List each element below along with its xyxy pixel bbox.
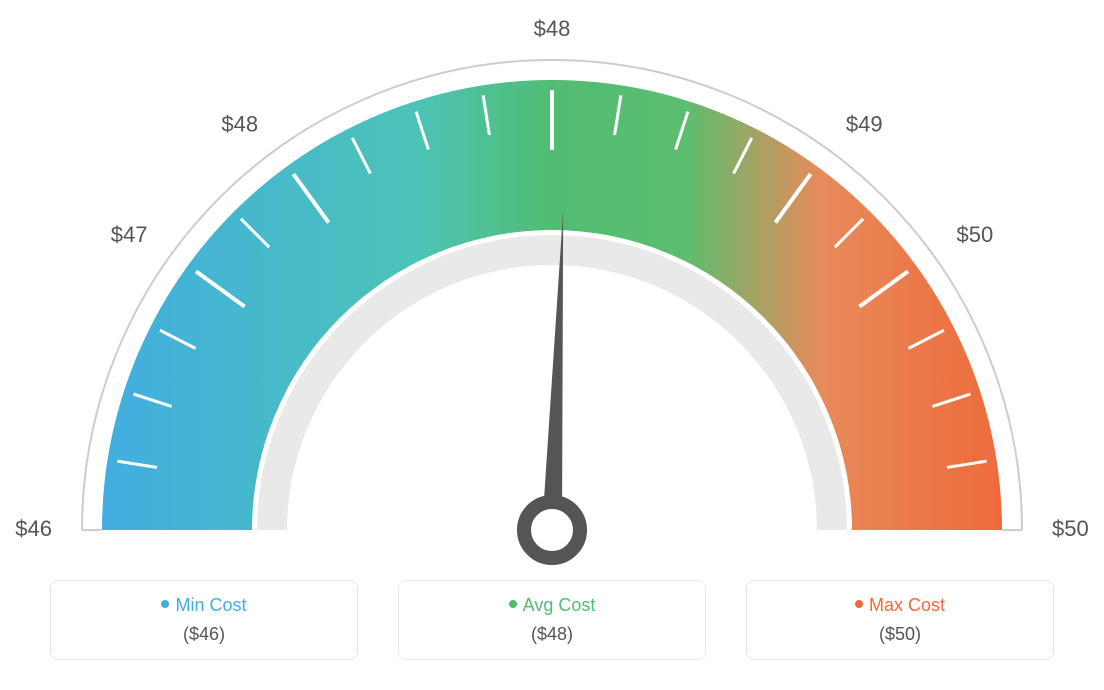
gauge-needle-hub: [524, 502, 580, 558]
legend-min-label: Min Cost: [175, 595, 246, 615]
legend-label-min: Min Cost: [61, 595, 347, 616]
dot-icon: [509, 600, 517, 608]
legend-box-max: Max Cost ($50): [746, 580, 1054, 660]
gauge-chart-container: $46 $47 $48 $48 $49 $50 $50 Min Cost ($46) Avg…: [0, 0, 1104, 690]
gauge-tick-label: $48: [534, 16, 571, 41]
dot-icon: [855, 600, 863, 608]
gauge-tick-label: $46: [15, 516, 52, 541]
legend-label-max: Max Cost: [757, 595, 1043, 616]
gauge-tick-label: $47: [111, 222, 148, 247]
gauge-area: $46 $47 $48 $48 $49 $50 $50: [0, 0, 1104, 570]
gauge-svg: $46 $47 $48 $48 $49 $50 $50: [0, 0, 1104, 570]
legend-row: Min Cost ($46) Avg Cost ($48) Max Cost (…: [0, 580, 1104, 660]
dot-icon: [161, 600, 169, 608]
legend-avg-label: Avg Cost: [523, 595, 596, 615]
gauge-tick-label: $49: [846, 111, 883, 136]
legend-max-label: Max Cost: [869, 595, 945, 615]
legend-label-avg: Avg Cost: [409, 595, 695, 616]
legend-max-value: ($50): [757, 624, 1043, 645]
legend-box-avg: Avg Cost ($48): [398, 580, 706, 660]
gauge-tick-label: $48: [221, 111, 258, 136]
legend-min-value: ($46): [61, 624, 347, 645]
gauge-tick-label: $50: [1052, 516, 1089, 541]
legend-avg-value: ($48): [409, 624, 695, 645]
legend-box-min: Min Cost ($46): [50, 580, 358, 660]
gauge-tick-label: $50: [957, 222, 994, 247]
